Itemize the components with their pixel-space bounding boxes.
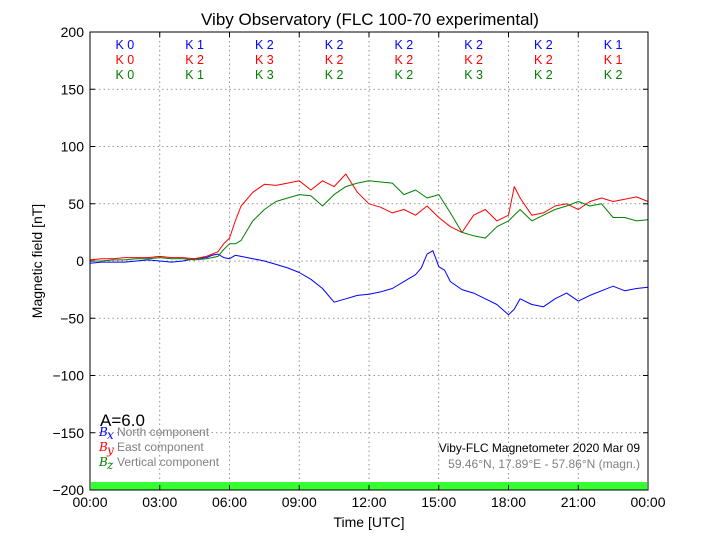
legend-subscript: z [106,458,114,472]
x-tick-label: 12:00 [351,494,386,510]
k-index-label: K 2 [604,68,623,82]
legend-label: Vertical component [117,455,220,469]
y-tick-label: 0 [76,253,84,269]
x-tick-labels: 00:00 03:00 06:00 09:00 12:00 15:00 18:00 21:00… [72,494,665,510]
info-coordinates: 59.46°N, 17.89°E - 57.86°N (magn.) [448,457,640,471]
k-index-label: K 0 [115,53,134,67]
series-line-1 [89,173,649,261]
y-axis-label: Magnetic field [nT] [29,204,45,318]
x-tick-label: 00:00 [72,494,107,510]
y-tick-label: −150 [52,425,84,441]
k-index-label: K 2 [464,53,483,67]
legend-symbol: B [98,455,108,469]
y-tick-label: 150 [61,81,85,97]
info-station: Viby-FLC Magnetometer 2020 Mar 09 [439,441,641,455]
y-tick-label: −200 [52,482,84,498]
k-index-label: K 1 [185,38,204,52]
x-axis-label: Time [UTC] [333,514,404,530]
legend-symbol: B [98,440,108,454]
y-tick-label: 200 [61,24,85,40]
y-tick-labels: 200 150 100 50 0 −50 −100 −150 −200 [52,24,84,498]
k-index-label: K 1 [604,53,623,67]
x-tick-label: 00:00 [630,494,665,510]
legend-label: North component [117,425,210,439]
k-index-label: K 2 [394,53,413,67]
x-tick-label: 09:00 [282,494,317,510]
a-index-label: A=6.0 [100,411,145,430]
k-index-label: K 0 [115,38,134,52]
k-index-label: K 2 [534,68,553,82]
series-layer [89,173,649,316]
x-tick-label: 15:00 [421,494,456,510]
x-tick-label: 21:00 [561,494,596,510]
tick-marks [89,31,649,491]
k-index-label: K 2 [325,53,344,67]
x-tick-label: 18:00 [491,494,526,510]
k-index-label: K 1 [185,68,204,82]
k-index-label: K 2 [394,38,413,52]
y-tick-label: −100 [52,368,84,384]
legend-subscript: y [106,443,114,457]
chart-title: Viby Observatory (FLC 100-70 experimenta… [201,10,539,29]
legend-symbol: B [98,425,108,439]
k-index-label: K 1 [604,38,623,52]
k-index-label: K 2 [325,38,344,52]
k-index-label: K 3 [255,53,274,67]
k-index-label: K 3 [464,68,483,82]
k-index-label: K 2 [325,68,344,82]
k-index-label: K 2 [534,53,553,67]
x-tick-label: 03:00 [142,494,177,510]
x-tick-label: 06:00 [212,494,247,510]
y-tick-label: 50 [68,196,84,212]
k-index-label: K 0 [115,68,134,82]
k-index-label: K 2 [534,38,553,52]
k-index-label: K 2 [185,53,204,67]
k-index-label: K 2 [394,68,413,82]
legend-label: East component [117,440,204,454]
legend-subscript: x [107,428,114,442]
k-index-label: K 2 [464,38,483,52]
k-index-label: K 3 [255,68,274,82]
k-index-label: K 2 [255,38,274,52]
series-line-2 [90,180,649,262]
y-tick-label: 100 [61,139,85,155]
y-tick-label: −50 [60,310,84,326]
